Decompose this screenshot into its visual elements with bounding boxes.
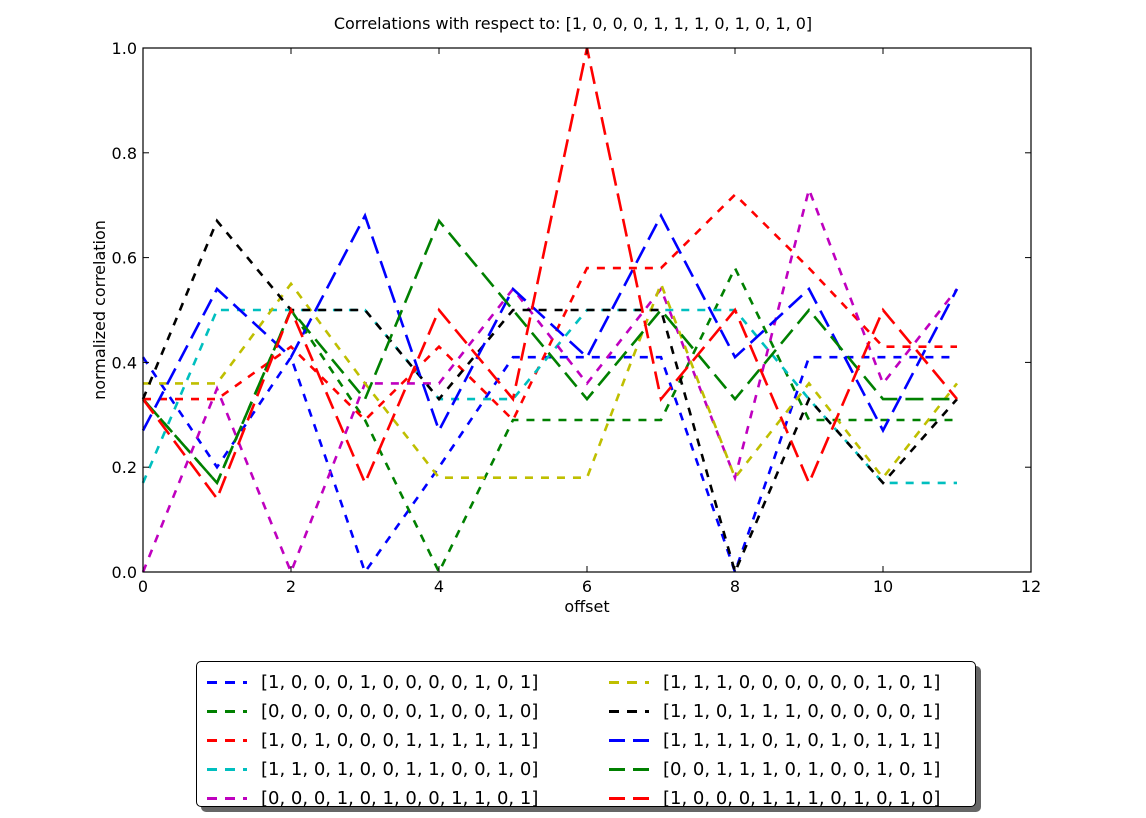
series-line-6 [143, 280, 959, 481]
legend-item: [0, 0, 0, 1, 0, 1, 0, 0, 1, 1, 0, 1] [197, 784, 538, 813]
x-tick-label: 12 [1021, 577, 1041, 596]
legend-item: [1, 1, 0, 1, 1, 1, 0, 0, 0, 0, 0, 1] [599, 697, 940, 726]
legend-swatch [207, 710, 247, 713]
x-tick-label: 6 [582, 577, 592, 596]
x-tick-label: 10 [873, 577, 893, 596]
legend-swatch [207, 739, 247, 742]
legend-swatch [609, 768, 649, 771]
legend-swatch [207, 681, 247, 684]
legend-label: [1, 0, 0, 0, 1, 1, 1, 0, 1, 0, 1, 0] [663, 788, 941, 809]
tick-layer: 0 2 4 6 8 10 12 0.0 0.2 0.4 0.6 0.8 1.0 [112, 39, 1042, 596]
legend-label: [0, 0, 0, 0, 0, 0, 0, 1, 0, 0, 1, 0] [261, 701, 539, 722]
legend-swatch [609, 710, 649, 713]
series-line-10 [141, 47, 959, 502]
legend-column-right: [1, 1, 1, 0, 0, 0, 0, 0, 0, 1, 0, 1] [1, … [599, 668, 940, 813]
series-line-3 [143, 192, 957, 423]
legend-label: [0, 0, 1, 1, 1, 0, 1, 0, 0, 1, 0, 1] [663, 759, 941, 780]
y-tick-label: 1.0 [112, 39, 137, 58]
legend-item: [1, 0, 1, 0, 0, 0, 1, 1, 1, 1, 1, 1] [197, 726, 538, 755]
legend-item: [1, 1, 1, 1, 0, 1, 0, 1, 0, 1, 1, 1] [599, 726, 940, 755]
legend-swatch [609, 681, 649, 684]
y-tick-label: 0.8 [112, 144, 137, 163]
series-layer [141, 47, 959, 576]
x-axis-label: offset [564, 597, 609, 616]
x-tick-label: 0 [138, 577, 148, 596]
legend-label: [1, 0, 0, 0, 1, 0, 0, 0, 0, 1, 0, 1] [261, 672, 539, 693]
series-line-7 [141, 218, 958, 576]
x-tick-label: 2 [286, 577, 296, 596]
series-line-8 [141, 212, 959, 434]
legend-swatch [609, 797, 649, 800]
series-line-5 [141, 185, 959, 576]
legend-swatch [207, 797, 247, 800]
y-axis-label: normalized correlation [90, 220, 109, 400]
legend-label: [1, 1, 1, 1, 0, 1, 0, 1, 0, 1, 1, 1] [663, 730, 941, 751]
legend-swatch [609, 739, 649, 742]
legend-item: [1, 0, 0, 0, 1, 1, 1, 0, 1, 0, 1, 0] [599, 784, 940, 813]
legend-column-left: [1, 0, 0, 0, 1, 0, 0, 0, 0, 1, 0, 1] [0, … [197, 668, 538, 813]
legend-label: [0, 0, 0, 1, 0, 1, 0, 0, 1, 1, 0, 1] [261, 788, 539, 809]
legend-item: [1, 0, 0, 0, 1, 0, 0, 0, 0, 1, 0, 1] [197, 668, 538, 697]
legend-label: [1, 1, 1, 0, 0, 0, 0, 0, 0, 1, 0, 1] [663, 672, 941, 693]
x-tick-label: 8 [730, 577, 740, 596]
legend-swatch [207, 768, 247, 771]
legend-label: [1, 1, 0, 1, 0, 0, 1, 1, 0, 0, 1, 0] [261, 759, 539, 780]
legend-item: [0, 0, 1, 1, 1, 0, 1, 0, 0, 1, 0, 1] [599, 755, 940, 784]
legend: [1, 0, 0, 0, 1, 0, 0, 0, 0, 1, 0, 1] [0, … [196, 661, 976, 809]
series-line-1 [141, 354, 957, 576]
y-tick-label: 0.6 [112, 249, 137, 268]
legend-label: [1, 0, 1, 0, 0, 0, 1, 1, 1, 1, 1, 1] [261, 730, 539, 751]
y-tick-label: 0.4 [112, 353, 137, 372]
chart-title: Correlations with respect to: [1, 0, 0, … [334, 14, 812, 33]
legend-label: [1, 1, 0, 1, 1, 1, 0, 0, 0, 0, 0, 1] [663, 701, 941, 722]
y-tick-label: 0.2 [112, 458, 137, 477]
legend-item: [1, 1, 1, 0, 0, 0, 0, 0, 0, 1, 0, 1] [599, 668, 940, 697]
x-tick-label: 4 [434, 577, 444, 596]
y-tick-label: 0.0 [112, 563, 137, 582]
legend-item: [0, 0, 0, 0, 0, 0, 0, 1, 0, 0, 1, 0] [197, 697, 538, 726]
series-line-2 [142, 265, 957, 575]
legend-item: [1, 1, 0, 1, 0, 0, 1, 1, 0, 0, 1, 0] [197, 755, 538, 784]
